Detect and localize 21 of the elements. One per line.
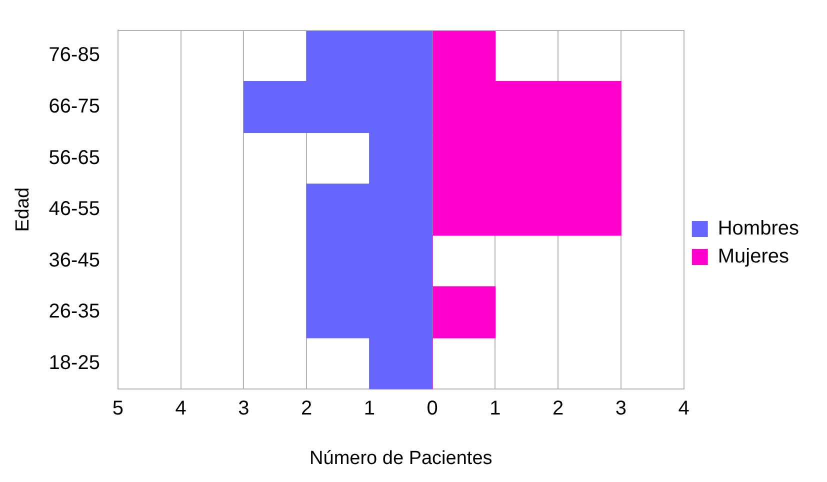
y-tick-label: 36-45 [48, 249, 100, 272]
x-tick-label: 2 [301, 398, 312, 420]
y-tick-label: 46-55 [48, 198, 100, 220]
x-tick-label: 3 [238, 398, 250, 420]
x-tick-label: 4 [175, 398, 186, 420]
y-tick-label: 18-25 [48, 352, 100, 374]
y-tick-label: 26-35 [48, 300, 100, 323]
x-tick-label: 0 [426, 398, 438, 420]
y-tick-label: 66-75 [48, 95, 100, 118]
y-tick-label: 76-85 [48, 44, 100, 66]
legend-label: Mujeres [718, 246, 790, 268]
x-tick-label: 3 [615, 398, 627, 420]
x-axis-title: Número de Pacientes [310, 448, 492, 469]
y-axis-title: Edad [12, 187, 34, 232]
x-tick-label: 5 [112, 398, 124, 420]
x-tick-label: 1 [364, 398, 376, 420]
x-tick-label: 1 [490, 398, 501, 420]
y-tick-label: 56-65 [48, 146, 100, 169]
x-tick-label: 4 [678, 398, 690, 420]
x-tick-label: 2 [552, 398, 564, 420]
legend-label: Hombres [718, 218, 800, 240]
